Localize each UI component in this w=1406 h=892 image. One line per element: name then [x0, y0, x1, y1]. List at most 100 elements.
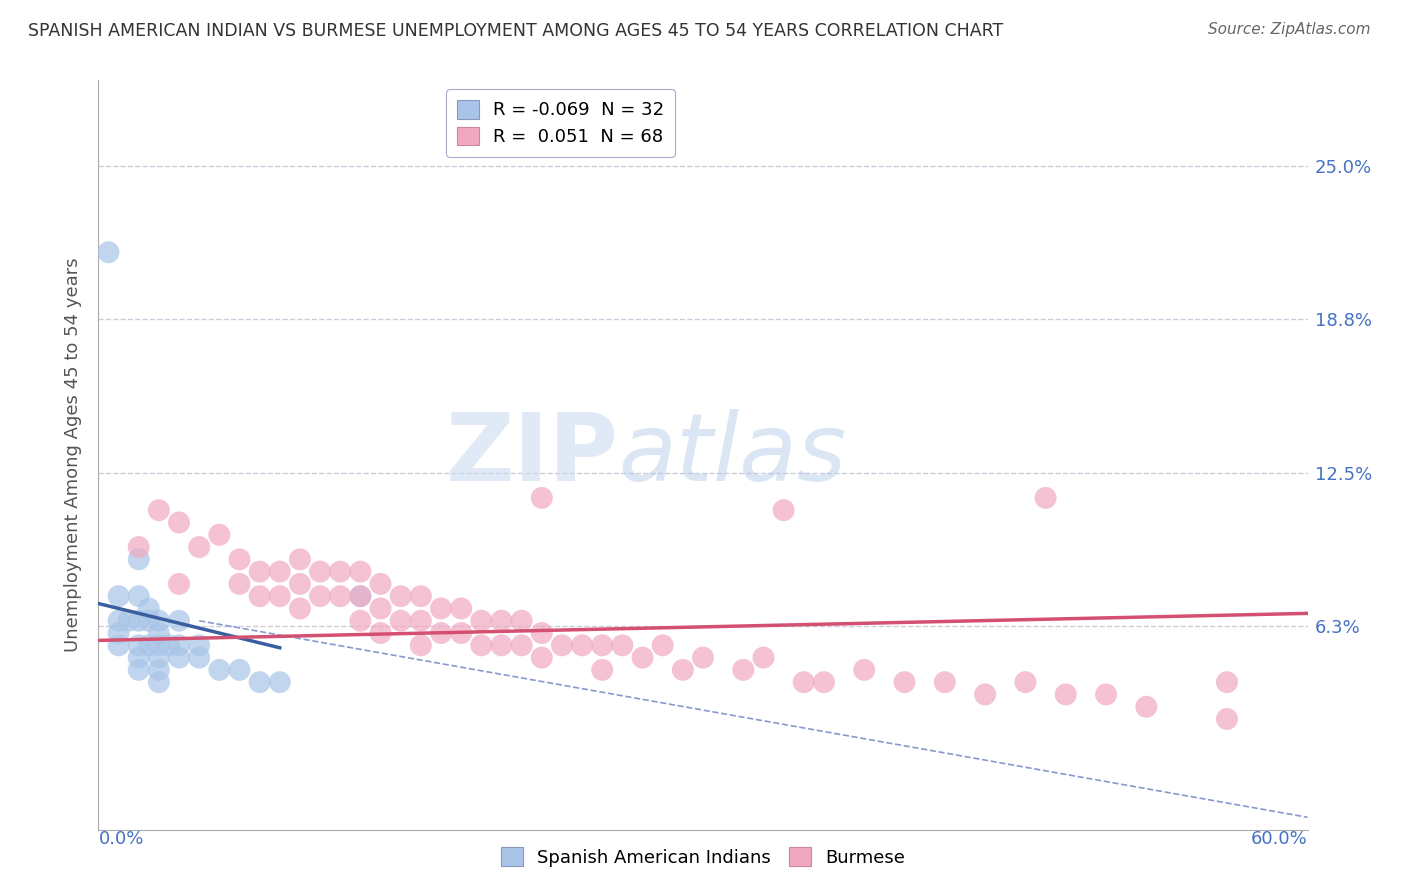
Point [672, 663, 695, 677]
Text: SPANISH AMERICAN INDIAN VS BURMESE UNEMPLOYMENT AMONG AGES 45 TO 54 YEARS CORREL: SPANISH AMERICAN INDIAN VS BURMESE UNEMP… [28, 22, 1004, 40]
Point [692, 650, 714, 665]
Point [571, 638, 593, 652]
Point [148, 650, 170, 665]
Point [107, 589, 129, 603]
Point [249, 675, 271, 690]
Point [249, 565, 271, 579]
Point [269, 675, 291, 690]
Point [1216, 675, 1239, 690]
Point [329, 565, 352, 579]
Point [228, 663, 250, 677]
Point [551, 638, 574, 652]
Point [208, 663, 231, 677]
Text: ZIP: ZIP [446, 409, 619, 501]
Point [430, 601, 453, 615]
Point [591, 638, 613, 652]
Point [530, 650, 553, 665]
Point [148, 626, 170, 640]
Point [631, 650, 654, 665]
Y-axis label: Unemployment Among Ages 45 to 54 years: Unemployment Among Ages 45 to 54 years [63, 258, 82, 652]
Point [813, 675, 835, 690]
Point [349, 565, 371, 579]
Point [389, 589, 412, 603]
Point [269, 565, 291, 579]
Point [128, 663, 150, 677]
Point [128, 614, 150, 628]
Point [409, 638, 432, 652]
Point [107, 638, 129, 652]
Point [530, 491, 553, 505]
Point [167, 516, 190, 530]
Point [530, 626, 553, 640]
Point [370, 577, 392, 591]
Point [148, 675, 170, 690]
Point [772, 503, 794, 517]
Point [118, 614, 141, 628]
Point [1216, 712, 1239, 726]
Text: 60.0%: 60.0% [1251, 830, 1308, 847]
Point [128, 589, 150, 603]
Point [157, 638, 180, 652]
Text: 0.0%: 0.0% [98, 830, 143, 847]
Point [349, 589, 371, 603]
Point [167, 614, 190, 628]
Point [934, 675, 956, 690]
Point [188, 638, 211, 652]
Point [138, 614, 160, 628]
Legend: Spanish American Indians, Burmese: Spanish American Indians, Burmese [494, 840, 912, 874]
Point [651, 638, 673, 652]
Point [309, 565, 332, 579]
Text: Source: ZipAtlas.com: Source: ZipAtlas.com [1208, 22, 1371, 37]
Point [97, 245, 120, 260]
Point [309, 589, 332, 603]
Point [128, 552, 150, 566]
Point [370, 626, 392, 640]
Point [349, 589, 371, 603]
Point [974, 688, 997, 702]
Legend: R = -0.069  N = 32, R =  0.051  N = 68: R = -0.069 N = 32, R = 0.051 N = 68 [446, 89, 675, 157]
Point [470, 614, 492, 628]
Point [148, 614, 170, 628]
Point [188, 540, 211, 554]
Point [409, 614, 432, 628]
Point [228, 552, 250, 566]
Point [228, 577, 250, 591]
Point [591, 663, 613, 677]
Point [138, 601, 160, 615]
Point [188, 650, 211, 665]
Point [128, 638, 150, 652]
Point [510, 638, 533, 652]
Point [1095, 688, 1118, 702]
Point [148, 663, 170, 677]
Point [370, 601, 392, 615]
Point [450, 626, 472, 640]
Point [612, 638, 634, 652]
Text: atlas: atlas [619, 409, 846, 500]
Point [128, 540, 150, 554]
Point [128, 650, 150, 665]
Point [249, 589, 271, 603]
Point [148, 503, 170, 517]
Point [733, 663, 755, 677]
Point [269, 589, 291, 603]
Point [107, 614, 129, 628]
Point [1014, 675, 1036, 690]
Point [288, 601, 311, 615]
Point [450, 601, 472, 615]
Point [510, 614, 533, 628]
Point [491, 614, 513, 628]
Point [793, 675, 815, 690]
Point [167, 638, 190, 652]
Point [148, 638, 170, 652]
Point [167, 577, 190, 591]
Point [1035, 491, 1057, 505]
Point [470, 638, 492, 652]
Point [752, 650, 775, 665]
Point [409, 589, 432, 603]
Point [1135, 699, 1157, 714]
Point [491, 638, 513, 652]
Point [893, 675, 915, 690]
Point [288, 577, 311, 591]
Point [389, 614, 412, 628]
Point [349, 614, 371, 628]
